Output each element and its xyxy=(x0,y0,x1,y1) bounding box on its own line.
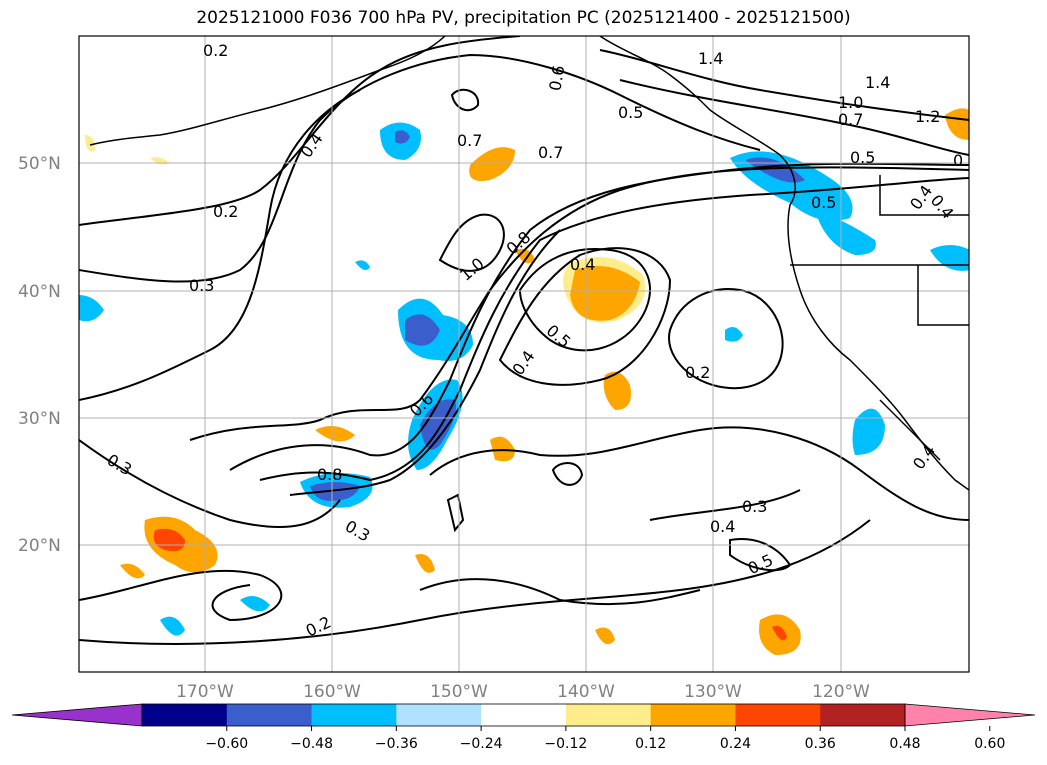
graticule xyxy=(79,36,969,672)
colorbar-segment xyxy=(735,704,821,726)
contour-label: 0.3 xyxy=(189,276,214,295)
colorbar-segment xyxy=(481,704,567,726)
map-area xyxy=(79,36,969,672)
contour-label: 0.4 xyxy=(570,255,595,274)
colorbar-extend-high xyxy=(904,703,1036,727)
contour-label: 0.2 xyxy=(685,363,710,382)
colorbar-segment xyxy=(565,704,652,726)
contour-label: 0.8 xyxy=(317,465,342,484)
contour-label: 0.7 xyxy=(538,143,563,162)
contour-label: 1.0 xyxy=(838,93,863,112)
colorbar-tick-label: 0.36 xyxy=(805,736,836,752)
contour-label: 0.3 xyxy=(742,497,767,516)
contour-label: 0.7 xyxy=(457,131,482,150)
latitude-labels: 50°N 40°N 30°N 20°N xyxy=(18,154,61,556)
colorbar-tick-label: 0.48 xyxy=(889,736,920,752)
map-border xyxy=(78,35,970,673)
colorbar-tick-label: −0.60 xyxy=(205,736,248,752)
contour-label: 0.6 xyxy=(545,64,568,92)
contour-label: 1.2 xyxy=(915,107,940,126)
colorbar-tick-label: −0.12 xyxy=(544,736,587,752)
coastlines xyxy=(89,36,969,491)
contour-label: 1.4 xyxy=(698,49,723,68)
contour-label: 0. xyxy=(953,151,968,170)
lon-label: 120°W xyxy=(812,682,870,702)
lon-label: 170°W xyxy=(176,682,234,702)
colorbar-segment xyxy=(650,704,736,726)
colorbar-segment xyxy=(226,704,313,726)
contour-label: 0.4 xyxy=(710,517,735,536)
contour-label: 0.7 xyxy=(838,110,863,129)
pv-contours xyxy=(79,36,969,645)
longitude-labels: 170°W 160°W 150°W 140°W 130°W 120°W xyxy=(176,682,870,702)
contour-label: 0.2 xyxy=(213,202,238,221)
contour-label: 0.5 xyxy=(618,103,643,122)
colorbar-extend-low xyxy=(11,703,143,727)
colorbar-tick-label: 0.24 xyxy=(720,736,751,752)
colorbar-segment xyxy=(311,704,397,726)
lat-label: 30°N xyxy=(18,409,61,429)
map-title: 2025121000 F036 700 hPa PV, precipitatio… xyxy=(196,8,851,28)
colorbar-tick-label: −0.48 xyxy=(290,736,333,752)
colorbar-tick-label: −0.24 xyxy=(460,736,503,752)
contour-label: 0.5 xyxy=(850,148,875,167)
lat-label: 20°N xyxy=(18,536,61,556)
contour-label: 0.2 xyxy=(203,41,228,60)
colorbar-segment xyxy=(820,704,906,726)
colorbar-tick-label: 0.60 xyxy=(974,736,1005,752)
colorbar-segment xyxy=(142,704,228,726)
contour-label: 0.5 xyxy=(811,193,836,212)
contour-label: 1.4 xyxy=(865,73,890,92)
colorbar: −0.60 −0.48 −0.36 −0.24 −0.12 0.12 0.24 0.36 0.4… xyxy=(11,703,1036,752)
colorbar-tick-label: −0.36 xyxy=(375,736,418,752)
lon-label: 140°W xyxy=(557,682,615,702)
lon-label: 160°W xyxy=(303,682,361,702)
colorbar-frame xyxy=(141,703,906,727)
lon-label: 150°W xyxy=(430,682,488,702)
colorbar-tick-label: 0.12 xyxy=(635,736,666,752)
lon-label: 130°W xyxy=(684,682,742,702)
lat-label: 50°N xyxy=(18,154,61,174)
lat-label: 40°N xyxy=(18,282,61,302)
colorbar-segment xyxy=(396,704,482,726)
